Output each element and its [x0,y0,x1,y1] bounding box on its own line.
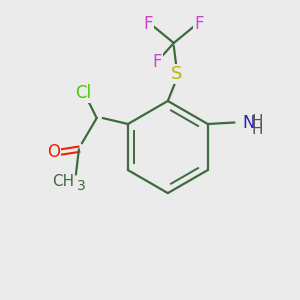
Text: Cl: Cl [75,84,92,102]
Text: S: S [171,65,182,83]
Text: H: H [251,114,263,129]
Text: H: H [251,122,263,137]
Text: F: F [144,15,153,33]
Text: F: F [194,15,204,33]
Text: 3: 3 [77,179,86,194]
Text: CH: CH [52,175,74,190]
Text: N: N [242,113,254,131]
Text: F: F [153,53,162,71]
Text: O: O [47,143,60,161]
